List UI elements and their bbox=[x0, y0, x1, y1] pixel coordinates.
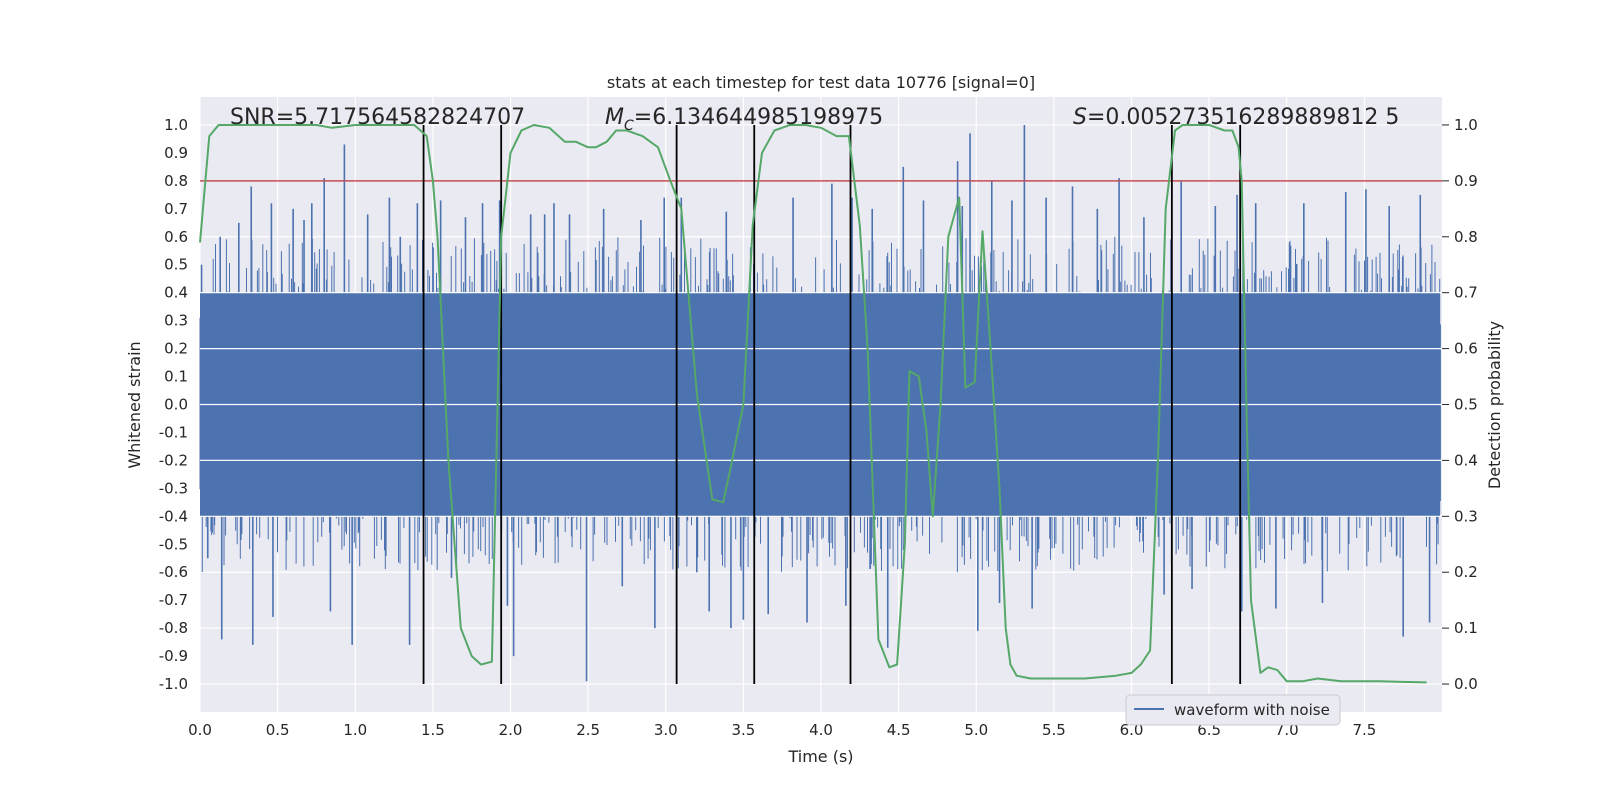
right-y-tick-label: 0.0 bbox=[1454, 675, 1478, 693]
x-tick-labels: 0.0 0.5 1.0 1.5 2.0 2.5 3.0 3.5 4.0 4.5 5.0 5.5 6.0 6… bbox=[188, 721, 1376, 739]
score-value: =0.005273516289889812 5 bbox=[1087, 105, 1399, 130]
legend-box bbox=[1125, 694, 1341, 726]
right-y-tick-label: 0.3 bbox=[1454, 507, 1478, 525]
x-tick-label: 2.0 bbox=[499, 721, 523, 739]
y-tick-label: 0.3 bbox=[164, 312, 188, 330]
x-tick-label: 3.5 bbox=[731, 721, 755, 739]
y-tick-label: -0.6 bbox=[159, 563, 188, 581]
x-tick-label: 5.5 bbox=[1042, 721, 1066, 739]
right-y-tick-label: 0.5 bbox=[1454, 396, 1478, 414]
right-y-tick-label: 0.1 bbox=[1454, 619, 1478, 637]
score-symbol: S bbox=[1073, 105, 1087, 130]
y-tick-label: -0.8 bbox=[159, 619, 188, 637]
y-tick-label: 0.8 bbox=[164, 172, 188, 190]
x-tick-label: 3.0 bbox=[654, 721, 678, 739]
y-tick-label: -0.2 bbox=[159, 451, 188, 469]
legend: waveform with noise bbox=[1125, 694, 1341, 726]
y-tick-label: -0.9 bbox=[159, 647, 188, 665]
x-tick-label: 2.5 bbox=[576, 721, 600, 739]
vertical-marker-lines bbox=[422, 124, 1242, 685]
chirp-mass-symbol: M bbox=[605, 105, 624, 130]
x-tick-label: 4.5 bbox=[887, 721, 911, 739]
right-y-tick-label: 0.7 bbox=[1454, 284, 1478, 302]
x-tick-label: 1.5 bbox=[421, 721, 445, 739]
chirp-mass-annotation: MC=6.134644985198975 bbox=[605, 105, 883, 134]
x-tick-label: 0.0 bbox=[188, 721, 212, 739]
right-y-tick-label: 0.2 bbox=[1454, 563, 1478, 581]
x-tick-label: 5.0 bbox=[964, 721, 988, 739]
score-annotation: S=0.005273516289889812 5 bbox=[1073, 105, 1399, 130]
y-tick-label: 0.2 bbox=[164, 340, 188, 358]
y-axis-label: Whitened strain bbox=[125, 341, 144, 468]
chirp-mass-subscript: C bbox=[624, 118, 634, 134]
y-tick-label: 0.1 bbox=[164, 368, 188, 386]
x-tick-label: 1.0 bbox=[343, 721, 367, 739]
right-y-tick-label: 0.4 bbox=[1454, 451, 1478, 469]
y-tick-labels: 1.0 0.9 0.8 0.7 0.6 0.5 0.4 0.3 0.2 0.1 0.0 -0.1 -0.… bbox=[159, 116, 188, 693]
right-y-tick-label: 0.6 bbox=[1454, 340, 1478, 358]
right-y-tick-label: 0.8 bbox=[1454, 228, 1478, 246]
y-tick-label: 0.4 bbox=[164, 284, 188, 302]
y-tick-label: 0.7 bbox=[164, 200, 188, 218]
chart-title: stats at each timestep for test data 107… bbox=[607, 73, 1035, 92]
y-tick-label: 0.6 bbox=[164, 228, 188, 246]
x-tick-label: 0.5 bbox=[266, 721, 290, 739]
y-tick-label: -1.0 bbox=[159, 675, 188, 693]
waveform-series bbox=[199, 124, 1442, 682]
y-tick-label: -0.5 bbox=[159, 535, 188, 553]
right-y-axis-label: Detection probability bbox=[1485, 321, 1504, 489]
y-tick-label: -0.7 bbox=[159, 591, 188, 609]
probability-series bbox=[199, 124, 1427, 684]
y-tick-label: -0.3 bbox=[159, 479, 188, 497]
y-tick-label: -0.1 bbox=[159, 423, 188, 441]
right-y-tick-label: 0.9 bbox=[1454, 172, 1478, 190]
legend-label: waveform with noise bbox=[1174, 701, 1330, 719]
y-tick-label: 0.0 bbox=[164, 396, 188, 414]
x-axis-label: Time (s) bbox=[787, 747, 853, 766]
probability-line bbox=[199, 124, 1427, 684]
chirp-mass-value: =6.134644985198975 bbox=[634, 105, 883, 130]
right-y-tick-labels: 1.0 0.9 0.8 0.7 0.6 0.5 0.4 0.3 0.2 0.1 0.0 bbox=[1442, 116, 1478, 693]
y-tick-label: 1.0 bbox=[164, 116, 188, 134]
x-tick-label: 7.5 bbox=[1352, 721, 1376, 739]
snr-annotation: SNR=5.717564582824707 bbox=[230, 105, 525, 130]
right-y-tick-label: 1.0 bbox=[1454, 116, 1478, 134]
y-tick-label: 0.5 bbox=[164, 256, 188, 274]
x-tick-label: 4.0 bbox=[809, 721, 833, 739]
y-tick-label: -0.4 bbox=[159, 507, 188, 525]
y-tick-label: 0.9 bbox=[164, 144, 188, 162]
